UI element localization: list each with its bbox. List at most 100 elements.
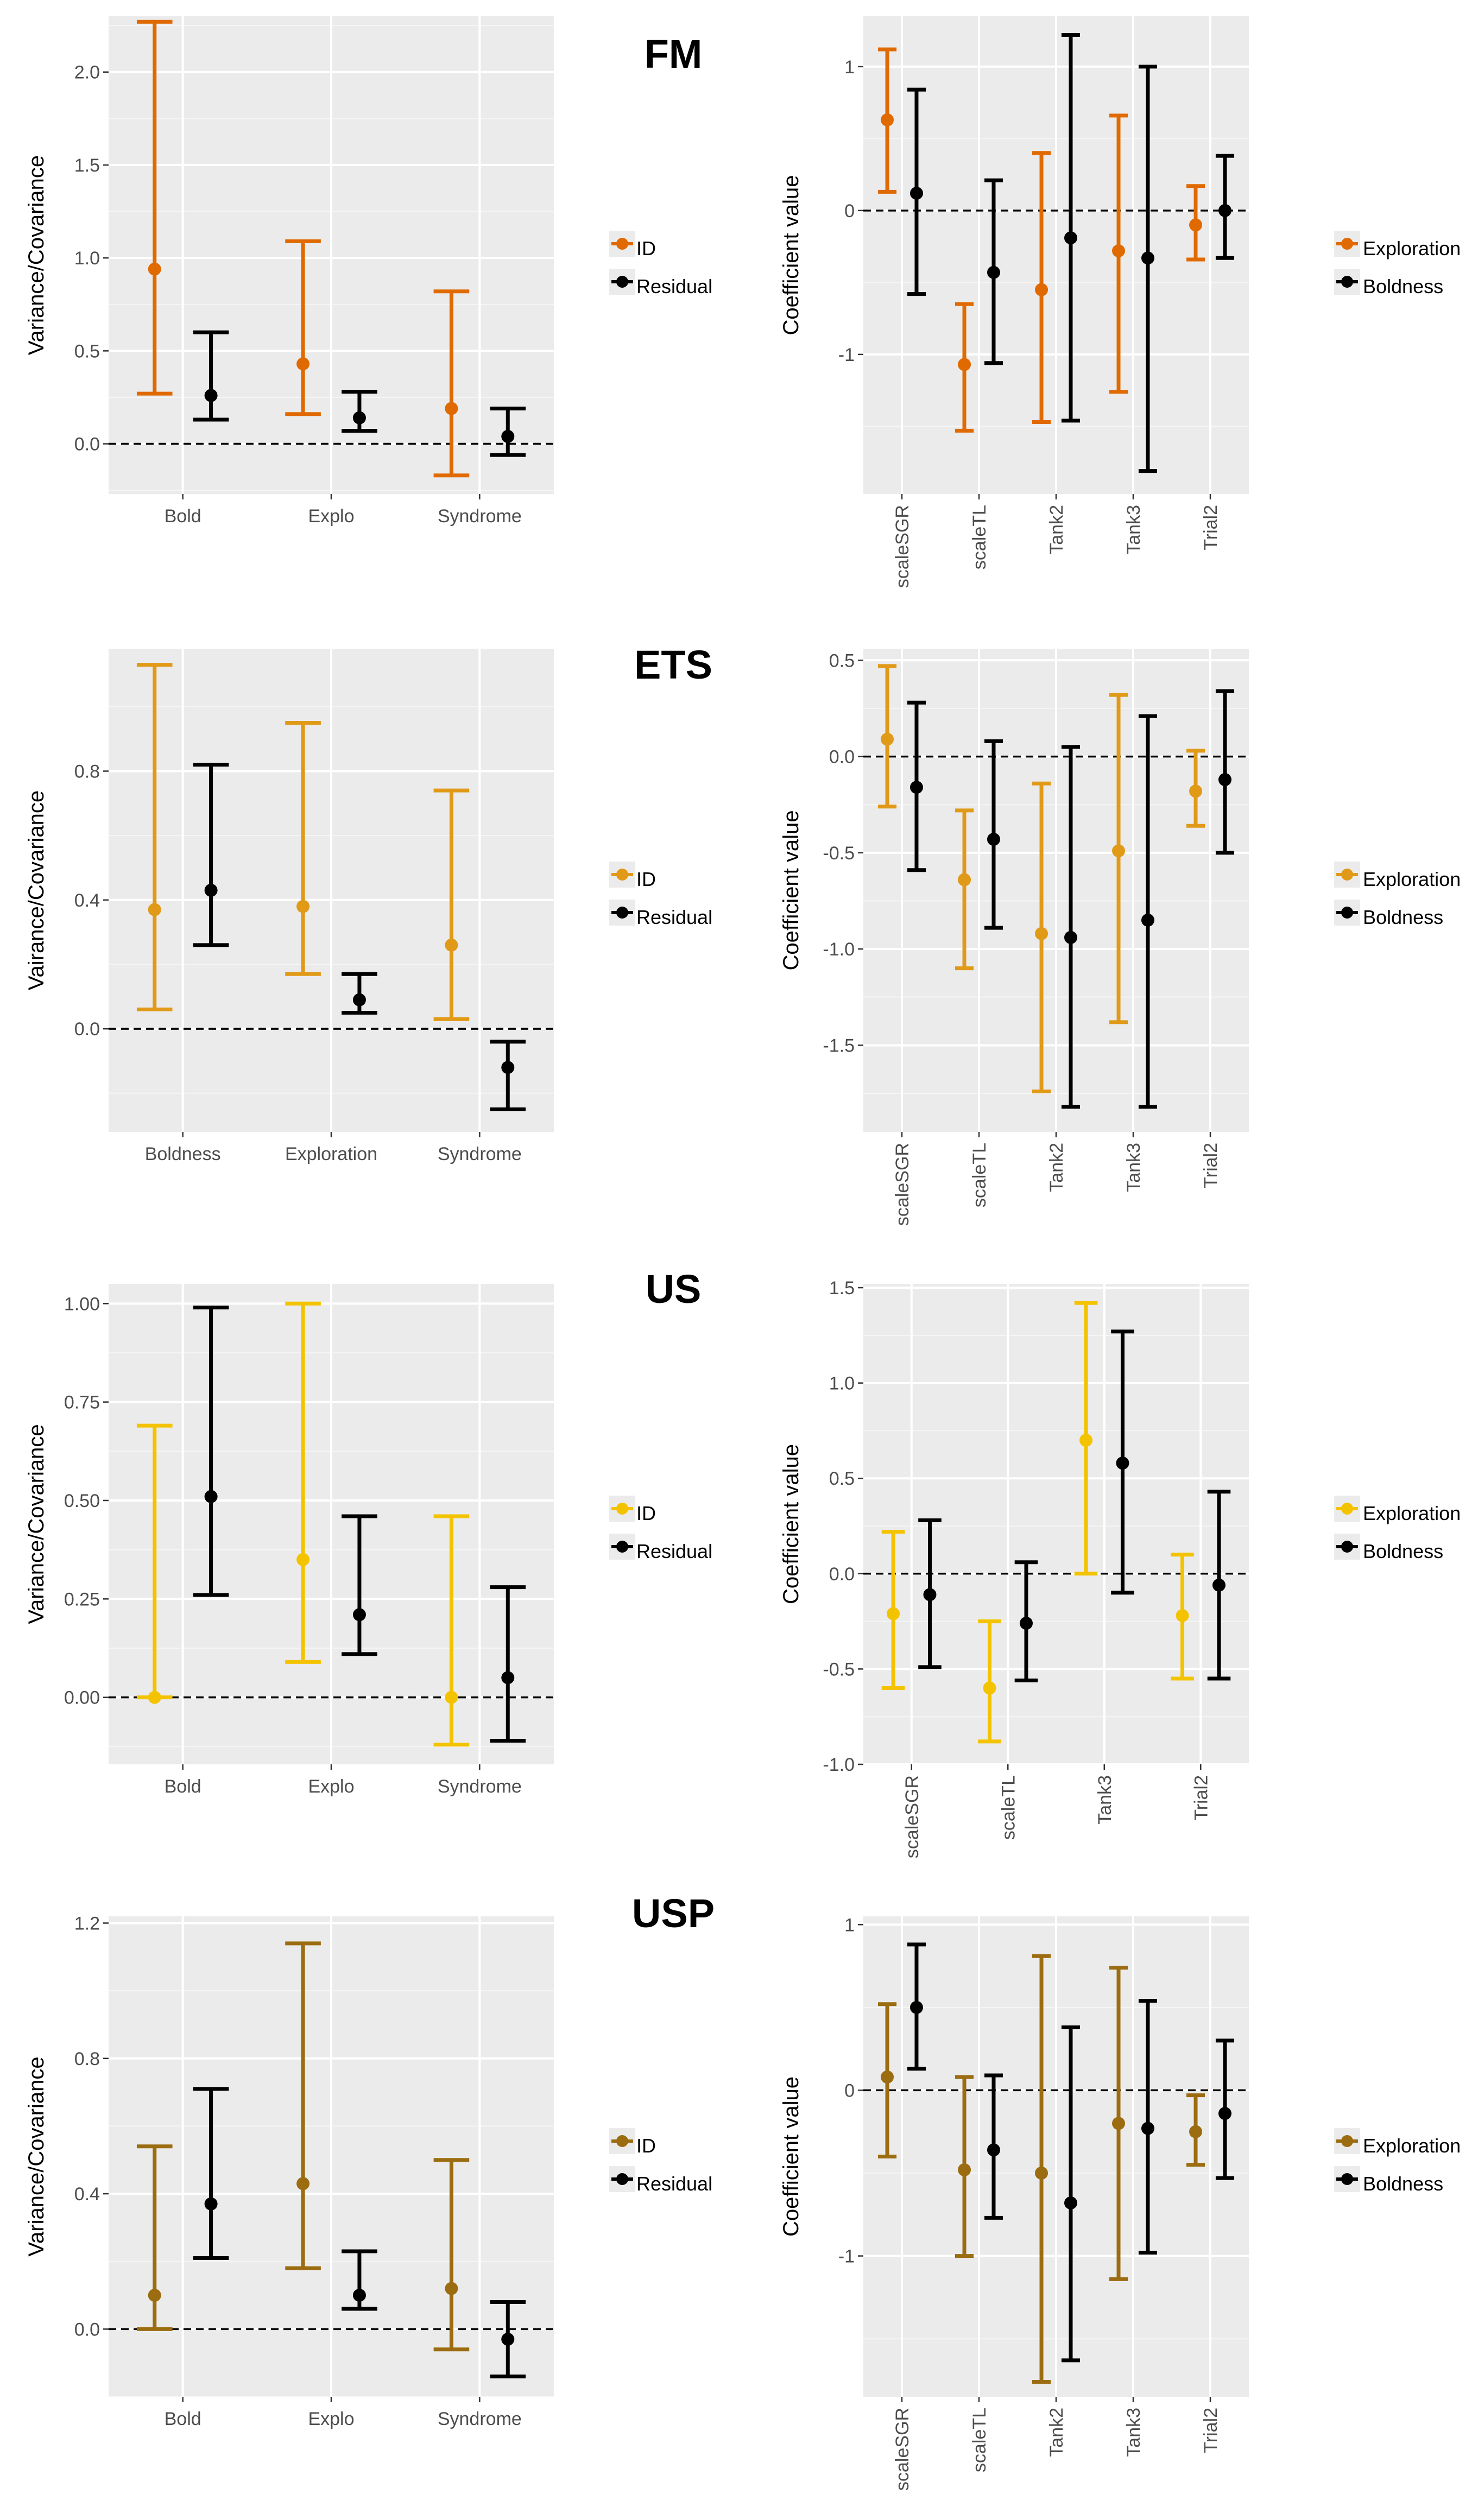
legend-key-point [616, 238, 628, 250]
estimate-point-residual [353, 993, 366, 1006]
estimate-point-exploration [983, 1682, 996, 1695]
estimate-point-residual [205, 884, 218, 897]
legend-label: Exploration [1363, 1502, 1461, 1524]
y-tick-label: 0.0 [74, 1019, 100, 1040]
plot-fm-variance: 0.0 0.5 1.0 1.5 2.0 Bold Explo Syndrome Variance… [24, 16, 635, 527]
estimate-point-id [296, 900, 310, 913]
y-axis-title: Vairance/Covariance [24, 790, 48, 990]
estimate-point-exploration [1112, 244, 1125, 257]
legend-key-point [616, 907, 628, 919]
x-tick-label: scaleSGR [892, 2408, 913, 2491]
y-tick-label: -0.5 [823, 843, 855, 864]
x-tick-label: Trial2 [1201, 1143, 1221, 1188]
x-tick-label: Syndrome [438, 1144, 522, 1164]
estimate-point-boldness [1064, 2196, 1077, 2209]
x-tick-label: scaleSGR [892, 505, 913, 588]
y-axis-title: Coefficient value [779, 811, 803, 971]
section-title-ets: ETS [634, 642, 712, 687]
estimate-point-residual [501, 430, 514, 443]
x-tick-label: Tank3 [1095, 1775, 1115, 1825]
x-tick-label: Explo [308, 506, 354, 527]
estimate-point-exploration [881, 2071, 894, 2084]
estimate-point-boldness [923, 1588, 936, 1601]
estimate-point-boldness [987, 2143, 1000, 2156]
y-tick-label: 1 [844, 57, 855, 78]
estimate-point-id [445, 2282, 458, 2295]
y-tick-label: 0 [844, 2080, 855, 2101]
legend-label: ID [636, 868, 656, 890]
y-tick-label: 1.00 [64, 1294, 100, 1314]
legend-label: ID [636, 2135, 656, 2157]
x-tick-label: Tank2 [1046, 505, 1067, 554]
y-tick-label: 0.25 [64, 1589, 100, 1610]
legend-key-point [1341, 1541, 1353, 1553]
x-tick-label: Exploration [285, 1144, 377, 1164]
y-tick-label: 0.5 [829, 1468, 855, 1489]
y-tick-label: -1.0 [823, 939, 855, 960]
legend-label: Residual [636, 1540, 712, 1562]
estimate-point-exploration [1176, 1609, 1189, 1622]
plot-ets-variance: 0.00.40.8Boldness Exploration SyndromeVair… [24, 649, 635, 1164]
legend-key-point [1341, 2173, 1353, 2185]
legend-label: Boldness [1363, 1540, 1443, 1562]
estimate-point-boldness [987, 266, 1000, 279]
estimate-point-id [445, 1691, 458, 1704]
legend-label: Exploration [1363, 2135, 1461, 2157]
y-axis-title: Variance/Covariance [24, 155, 48, 355]
estimate-point-residual [205, 389, 218, 402]
legend-key-point [616, 276, 628, 288]
estimate-point-boldness [1218, 773, 1231, 786]
y-tick-label: 0.5 [829, 650, 855, 671]
estimate-point-residual [205, 2198, 218, 2211]
estimate-point-boldness [987, 833, 1000, 846]
legend-label: Exploration [1363, 237, 1461, 259]
estimate-point-exploration [1189, 218, 1202, 231]
estimate-point-residual [501, 1061, 514, 1074]
estimate-point-id [148, 1691, 161, 1704]
estimate-point-residual [353, 2289, 366, 2302]
y-tick-label: 1.0 [829, 1373, 855, 1394]
x-tick-label: scaleTL [969, 2408, 990, 2472]
legend-key-point [1341, 276, 1353, 288]
legend-key-point [616, 2135, 628, 2147]
estimate-point-boldness [1064, 231, 1077, 244]
y-axis-title: Variance/Covariance [24, 1424, 48, 1624]
x-tick-label: Tank3 [1123, 2408, 1144, 2457]
y-tick-label: 0.0 [829, 1564, 855, 1585]
y-tick-label: 0.0 [829, 747, 855, 768]
estimate-point-id [445, 939, 458, 952]
legend-key-point [616, 1503, 628, 1515]
x-tick-label: Tank3 [1123, 505, 1144, 554]
y-tick-label: 1.0 [74, 248, 100, 269]
panel-background [863, 1284, 1249, 1764]
y-axis-title: Coefficient value [779, 175, 803, 335]
estimate-point-exploration [1035, 283, 1048, 296]
legend-label: Residual [636, 2173, 712, 2195]
x-tick-label: Syndrome [438, 2409, 522, 2429]
y-tick-label: 2.0 [74, 62, 100, 83]
section-title-us: US [646, 1267, 702, 1312]
estimate-point-boldness [1064, 931, 1077, 944]
legend-key-point [616, 2173, 628, 2185]
legend-key-point [1341, 2135, 1353, 2147]
estimate-point-boldness [1116, 1457, 1129, 1470]
legend-key-point [1341, 1503, 1353, 1515]
x-tick-label: Bold [165, 2409, 201, 2429]
x-tick-label: Explo [308, 1776, 354, 1797]
legend-key-point [1341, 238, 1353, 250]
estimate-point-residual [353, 411, 366, 425]
y-tick-label: 0.50 [64, 1491, 100, 1511]
legend-key-point [616, 869, 628, 881]
x-tick-label: scaleTL [969, 505, 990, 569]
legend-key-point [1341, 869, 1353, 881]
y-tick-label: 0.8 [74, 761, 100, 782]
legend-label: Residual [636, 906, 712, 928]
y-tick-label: 0.75 [64, 1392, 100, 1413]
x-tick-label: Syndrome [438, 1776, 522, 1797]
estimate-point-id [445, 402, 458, 415]
y-tick-label: 0.5 [74, 341, 100, 362]
y-tick-label: 0.0 [74, 434, 100, 455]
estimate-point-id [296, 357, 310, 370]
x-tick-label: scaleTL [998, 1775, 1019, 1840]
estimate-point-boldness [910, 187, 923, 200]
